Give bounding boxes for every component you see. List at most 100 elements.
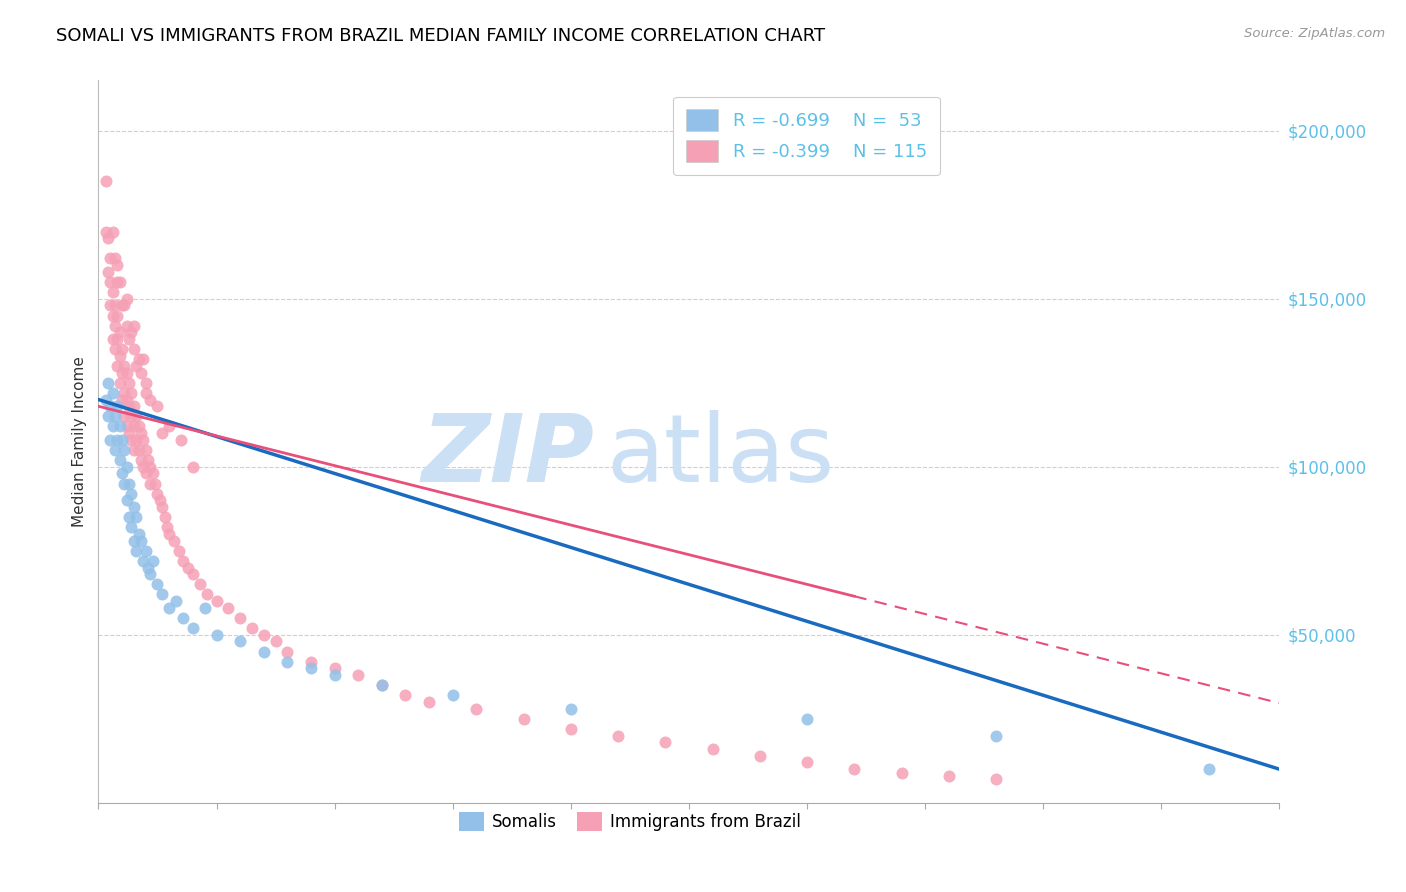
Text: ZIP: ZIP: [422, 410, 595, 502]
Point: [111, 366, 134, 380]
Point: [938, 769, 960, 783]
Point: [122, 442, 145, 457]
Point: [796, 756, 818, 770]
Point: [108, 275, 131, 289]
Point: [146, 399, 169, 413]
Point: [121, 326, 143, 340]
Point: [105, 332, 128, 346]
Point: [136, 453, 159, 467]
Point: [172, 554, 194, 568]
Point: [150, 500, 173, 514]
Point: [135, 376, 157, 390]
Point: [165, 594, 187, 608]
Point: [132, 459, 155, 474]
Point: [129, 453, 152, 467]
Point: [97, 231, 120, 245]
Point: [122, 533, 145, 548]
Point: [121, 385, 143, 400]
Point: [132, 352, 155, 367]
Point: [135, 543, 157, 558]
Point: [125, 433, 148, 447]
Point: [984, 772, 1007, 787]
Point: [465, 702, 488, 716]
Point: [150, 587, 173, 601]
Point: [371, 678, 394, 692]
Point: [844, 762, 866, 776]
Point: [139, 392, 162, 407]
Point: [135, 467, 157, 481]
Point: [132, 554, 155, 568]
Point: [149, 493, 172, 508]
Point: [195, 587, 218, 601]
Point: [984, 729, 1007, 743]
Point: [128, 352, 150, 367]
Point: [299, 655, 322, 669]
Point: [441, 688, 464, 702]
Point: [121, 409, 143, 424]
Point: [560, 702, 582, 716]
Point: [118, 399, 141, 413]
Point: [112, 476, 135, 491]
Point: [121, 520, 143, 534]
Point: [205, 594, 228, 608]
Point: [112, 385, 135, 400]
Point: [157, 527, 180, 541]
Point: [139, 476, 162, 491]
Point: [121, 486, 143, 500]
Point: [98, 399, 121, 413]
Point: [153, 510, 176, 524]
Point: [253, 628, 276, 642]
Point: [101, 285, 124, 299]
Point: [188, 577, 211, 591]
Point: [101, 225, 124, 239]
Text: SOMALI VS IMMIGRANTS FROM BRAZIL MEDIAN FAMILY INCOME CORRELATION CHART: SOMALI VS IMMIGRANTS FROM BRAZIL MEDIAN …: [56, 27, 825, 45]
Point: [105, 275, 128, 289]
Point: [607, 729, 630, 743]
Point: [97, 265, 120, 279]
Point: [105, 309, 128, 323]
Point: [98, 433, 121, 447]
Text: atlas: atlas: [606, 410, 835, 502]
Point: [105, 399, 128, 413]
Point: [240, 621, 263, 635]
Point: [129, 426, 152, 441]
Point: [796, 712, 818, 726]
Point: [104, 409, 127, 424]
Point: [129, 366, 152, 380]
Point: [125, 409, 148, 424]
Point: [97, 376, 120, 390]
Point: [418, 695, 440, 709]
Point: [118, 426, 141, 441]
Point: [98, 252, 121, 266]
Point: [122, 399, 145, 413]
Point: [157, 419, 180, 434]
Point: [146, 577, 169, 591]
Point: [115, 419, 138, 434]
Point: [299, 661, 322, 675]
Point: [167, 543, 190, 558]
Point: [560, 722, 582, 736]
Point: [97, 409, 120, 424]
Point: [112, 409, 135, 424]
Point: [115, 493, 138, 508]
Point: [101, 419, 124, 434]
Point: [177, 560, 200, 574]
Point: [111, 298, 134, 312]
Point: [101, 309, 124, 323]
Point: [142, 554, 165, 568]
Point: [276, 655, 298, 669]
Point: [111, 342, 134, 356]
Point: [129, 533, 152, 548]
Point: [229, 611, 252, 625]
Point: [142, 467, 165, 481]
Point: [115, 366, 138, 380]
Point: [125, 359, 148, 373]
Point: [108, 349, 131, 363]
Point: [104, 252, 127, 266]
Point: [163, 533, 186, 548]
Point: [371, 678, 394, 692]
Point: [132, 433, 155, 447]
Point: [512, 712, 534, 726]
Point: [105, 258, 128, 272]
Point: [111, 467, 134, 481]
